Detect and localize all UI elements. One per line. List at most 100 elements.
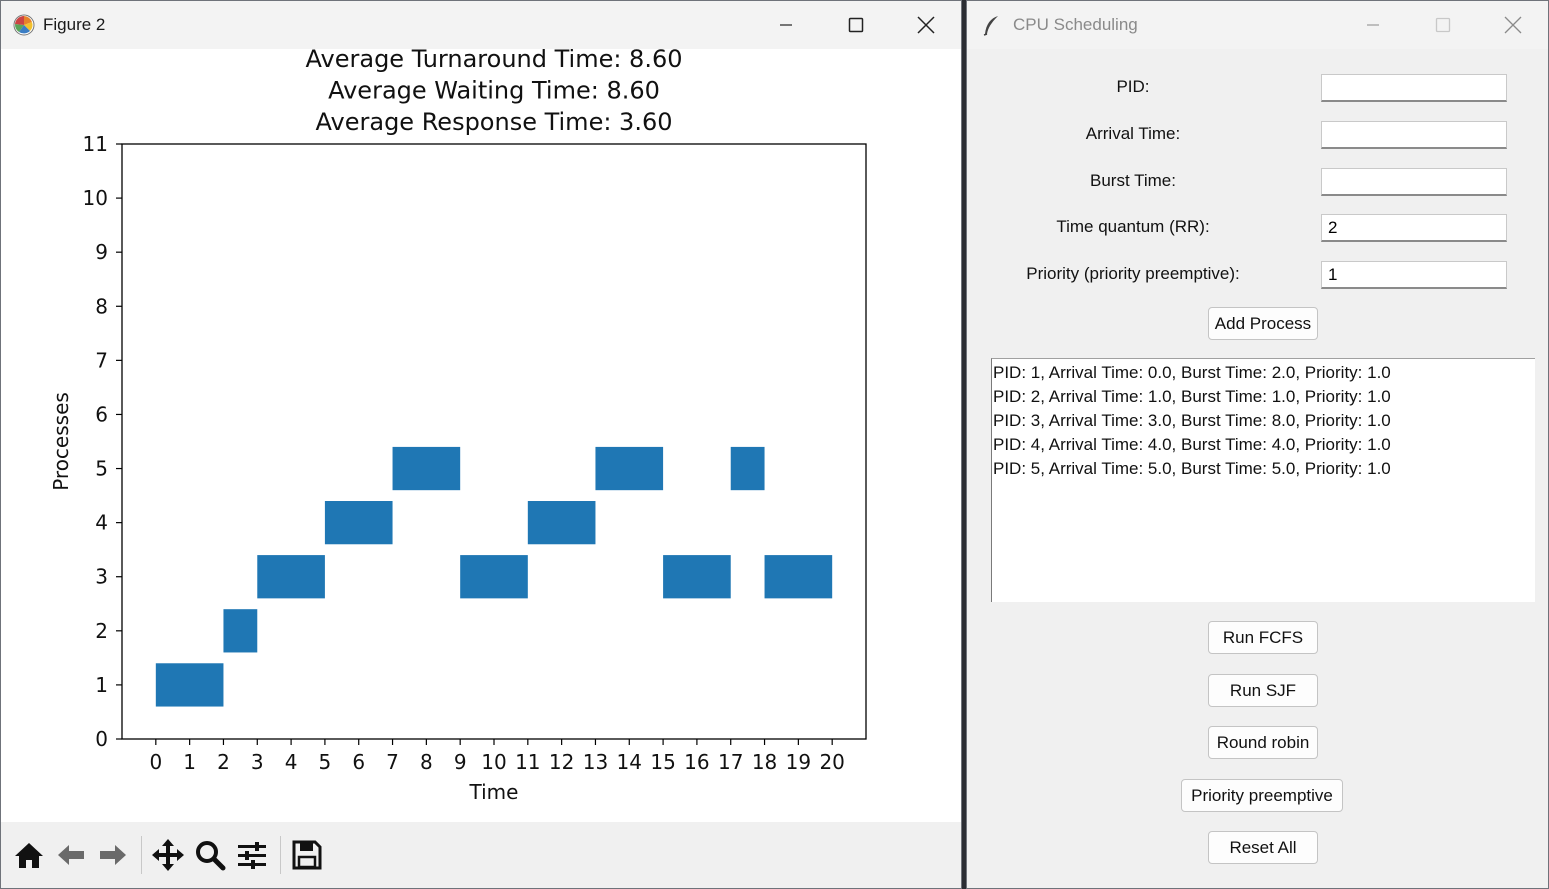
back-icon [58,845,84,865]
pan-button[interactable] [148,833,188,877]
y-tick-label: 7 [95,348,108,372]
pid-label: PID: [1116,77,1150,96]
tk-maximize-button[interactable] [1408,1,1478,49]
tk-title: CPU Scheduling [1013,15,1138,34]
close-icon [917,16,935,34]
time-quantum-label: Time quantum (RR): [1056,217,1210,236]
y-axis-label: Processes [49,392,73,491]
process-listbox[interactable]: PID: 1, Arrival Time: 0.0, Burst Time: 2… [991,358,1535,602]
y-tick-label: 1 [95,673,108,697]
x-tick-label: 19 [786,750,811,774]
add-process-button[interactable]: Add Process [1208,307,1318,340]
y-tick-label: 8 [95,294,108,318]
configure-subplots-button[interactable] [232,833,272,877]
y-tick-label: 11 [83,132,108,156]
time-quantum-input[interactable] [1321,214,1507,242]
chart-title: Average Turnaround Time: 8.60 Average Wai… [306,49,683,136]
x-tick-label: 20 [819,750,844,774]
arrival-time-input[interactable] [1321,121,1507,149]
y-tick-label: 10 [83,186,108,210]
burst-time-input[interactable] [1321,168,1507,196]
forward-button[interactable] [93,833,133,877]
round-robin-button[interactable]: Round robin [1208,726,1318,759]
maximize-icon [848,17,864,33]
save-icon [292,840,322,870]
x-tick-label: 11 [515,750,540,774]
x-tick-label: 12 [549,750,574,774]
zoom-icon [196,841,226,871]
home-button[interactable] [9,833,49,877]
process-list-item[interactable]: PID: 3, Arrival Time: 3.0, Burst Time: 8… [993,411,1391,430]
maximize-button[interactable] [821,1,891,49]
process-list-item[interactable]: PID: 5, Arrival Time: 5.0, Burst Time: 5… [993,459,1391,478]
x-tick-label: 2 [217,750,230,774]
process-list-item[interactable]: PID: 2, Arrival Time: 1.0, Burst Time: 1… [993,387,1391,406]
y-tick-label: 6 [95,402,108,426]
x-tick-label: 8 [420,750,433,774]
forward-icon [100,845,126,865]
priority-label: Priority (priority preemptive): [1026,264,1240,283]
gantt-bar-p3 [460,555,528,599]
x-axis: 0 1 2 3 4 5 6 7 8 9 10 11 12 13 14 15 16 17 18 19 20 [149,739,845,774]
chart-title-line: Average Waiting Time: 8.60 [328,77,660,105]
tk-minimize-button[interactable] [1338,1,1408,49]
x-tick-label: 0 [149,750,162,774]
x-tick-label: 6 [352,750,365,774]
gantt-bar-p5 [595,446,664,491]
x-tick-label: 14 [617,750,642,774]
minimize-icon [780,24,792,26]
y-tick-label: 5 [95,457,108,481]
arrival-time-label: Arrival Time: [1085,124,1181,143]
process-list-item[interactable]: PID: 1, Arrival Time: 0.0, Burst Time: 2… [993,363,1391,382]
zoom-button[interactable] [190,833,230,877]
run-sjf-button[interactable]: Run SJF [1208,674,1318,707]
gantt-bar-p3 [257,555,325,599]
chart-title-line: Average Turnaround Time: 8.60 [306,49,683,73]
minimize-button[interactable] [751,1,821,49]
run-fcfs-button[interactable]: Run FCFS [1208,621,1318,654]
toolbar-separator [280,836,281,874]
toolbar-separator [141,836,142,874]
gantt-bar-p1 [155,663,224,707]
close-icon [1504,16,1522,34]
configure-subplots-icon [238,842,266,869]
y-tick-label: 2 [95,619,108,643]
save-button[interactable] [287,833,327,877]
x-tick-label: 13 [583,750,608,774]
x-tick-label: 9 [454,750,467,774]
gantt-bar-p3 [663,555,731,599]
tk-feather-icon [983,16,998,36]
minimize-icon [1367,24,1379,26]
priority-preemptive-button[interactable]: Priority preemptive [1181,779,1343,812]
reset-all-button[interactable]: Reset All [1208,831,1318,864]
x-tick-label: 16 [684,750,709,774]
y-tick-label: 4 [95,511,108,535]
cpu-scheduling-window: CPU Scheduling PID: Arrival Time: Burst … [966,0,1549,889]
y-tick-label: 0 [95,727,108,751]
x-tick-label: 3 [251,750,264,774]
matplotlib-logo-icon [13,14,35,36]
process-list-item[interactable]: PID: 4, Arrival Time: 4.0, Burst Time: 4… [993,435,1391,454]
x-axis-label: Time [469,780,519,804]
figure-window: Figure 2 Average Turnaround Time: 8.60 Av… [0,0,962,889]
x-tick-label: 18 [752,750,777,774]
pan-icon [152,839,184,871]
priority-input[interactable] [1321,261,1507,289]
figure-titlebar[interactable]: Figure 2 [1,1,961,49]
back-button[interactable] [51,833,91,877]
pid-input[interactable] [1321,74,1507,102]
gantt-bar-p5 [392,446,461,491]
x-tick-label: 10 [481,750,506,774]
gantt-bar-p3 [764,555,833,599]
x-tick-label: 15 [650,750,675,774]
close-button[interactable] [891,1,961,49]
x-tick-label: 4 [285,750,298,774]
gantt-bar-p4 [527,501,596,545]
burst-time-label: Burst Time: [1090,171,1176,190]
maximize-icon [1435,17,1451,33]
x-tick-label: 17 [718,750,743,774]
gantt-chart: Average Turnaround Time: 8.60 Average Wai… [49,49,867,804]
tk-titlebar[interactable]: CPU Scheduling [967,1,1548,49]
tk-close-button[interactable] [1478,1,1548,49]
x-tick-label: 1 [183,750,196,774]
